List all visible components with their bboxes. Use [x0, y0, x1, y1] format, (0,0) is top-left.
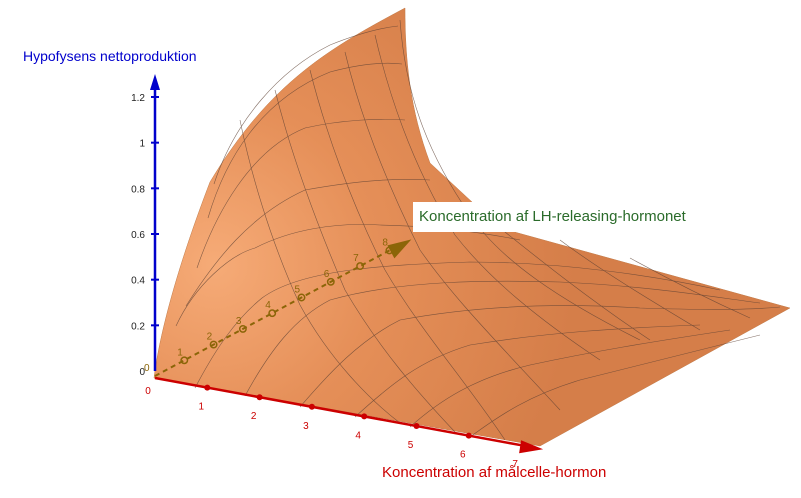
- x-tick-label: 0: [145, 386, 151, 397]
- y-tick-mark: [356, 262, 365, 271]
- grid-line: [559, 239, 701, 331]
- y-tick-label: 2: [207, 332, 213, 343]
- x-tick-label: 4: [355, 430, 361, 441]
- grid-line: [207, 62, 403, 219]
- x-tick-mark: [256, 394, 263, 401]
- x-axis: 0 1 2 3 4 5 6 7: [145, 376, 544, 470]
- grid-line: [274, 89, 456, 433]
- y-tick-label: 5: [295, 285, 301, 296]
- x-tick-mark: [204, 384, 211, 391]
- x-tick-label: 6: [460, 450, 466, 461]
- y-tick-mark: [209, 340, 218, 349]
- grid-line: [309, 69, 506, 441]
- y-tick-label: 4: [265, 300, 271, 311]
- y-tick-label: 6: [324, 269, 330, 280]
- grid-line: [469, 334, 761, 438]
- x-axis-line: [154, 376, 522, 447]
- y-axis: 1 2 3 4 5 6 7 8 0: [144, 237, 412, 377]
- x-tick-mark: [465, 432, 472, 439]
- surface-grid: [175, 19, 781, 441]
- y-tick-label: 8: [382, 237, 388, 248]
- x-tick-label: 1: [199, 402, 205, 413]
- grid-line: [194, 261, 721, 389]
- y-axis-label: Koncentration af LH-releasing-hormonet: [419, 208, 687, 225]
- x-axis-arrow: [519, 440, 544, 454]
- x-tick-label: 3: [303, 421, 309, 432]
- grid-line: [213, 25, 399, 185]
- x-tick-mark: [308, 403, 315, 410]
- z-tick-label: 0.2: [131, 321, 145, 332]
- y-tick-mark: [385, 246, 394, 255]
- z-tick-label: 0.6: [131, 230, 145, 241]
- grid-line: [185, 179, 431, 307]
- grid-line: [239, 119, 401, 424]
- y-axis-arrow: [387, 239, 412, 259]
- z-tick-label: 0: [139, 367, 145, 378]
- y-tick-mark: [268, 309, 277, 318]
- z-axis: 0 0.2 0.4 0.6 0.8 1 1.2: [131, 74, 160, 378]
- y-tick-mark: [238, 324, 247, 333]
- y-axis-label-box: Koncentration af LH-releasing-hormonet: [413, 202, 706, 232]
- grid-line: [196, 118, 406, 269]
- z-axis-arrow: [150, 74, 160, 90]
- y-tick-mark: [180, 356, 189, 365]
- x-tick-mark: [413, 423, 420, 429]
- grid-line: [409, 329, 731, 428]
- grid-line: [629, 257, 751, 319]
- grid-line: [374, 34, 601, 361]
- y-tick-label: 3: [236, 316, 242, 327]
- grid-line: [244, 280, 761, 397]
- z-tick-label: 1: [139, 139, 145, 150]
- grid-line: [299, 305, 781, 408]
- y-tick-mark: [297, 293, 306, 302]
- grid-line: [344, 51, 561, 411]
- z-tick-label: 0.8: [131, 184, 145, 195]
- z-tick-label: 1.2: [131, 93, 145, 104]
- grid-line: [499, 227, 651, 341]
- x-axis-label: Koncentration af målcelle-hormon: [382, 464, 606, 481]
- z-tick-label: 0.4: [131, 276, 145, 287]
- z-axis-label: Hypofysens nettoproduktion: [23, 48, 197, 64]
- y-tick-label: 7: [353, 253, 359, 264]
- x-tick-label: 2: [251, 411, 257, 422]
- y-tick-mark: [326, 277, 335, 286]
- x-tick-label: 7: [512, 459, 518, 470]
- x-tick-mark: [361, 413, 368, 420]
- y-tick-label: 1: [177, 347, 183, 358]
- grid-line: [354, 324, 701, 418]
- x-tick-label: 5: [408, 440, 414, 451]
- y-origin-label: 0: [144, 363, 150, 374]
